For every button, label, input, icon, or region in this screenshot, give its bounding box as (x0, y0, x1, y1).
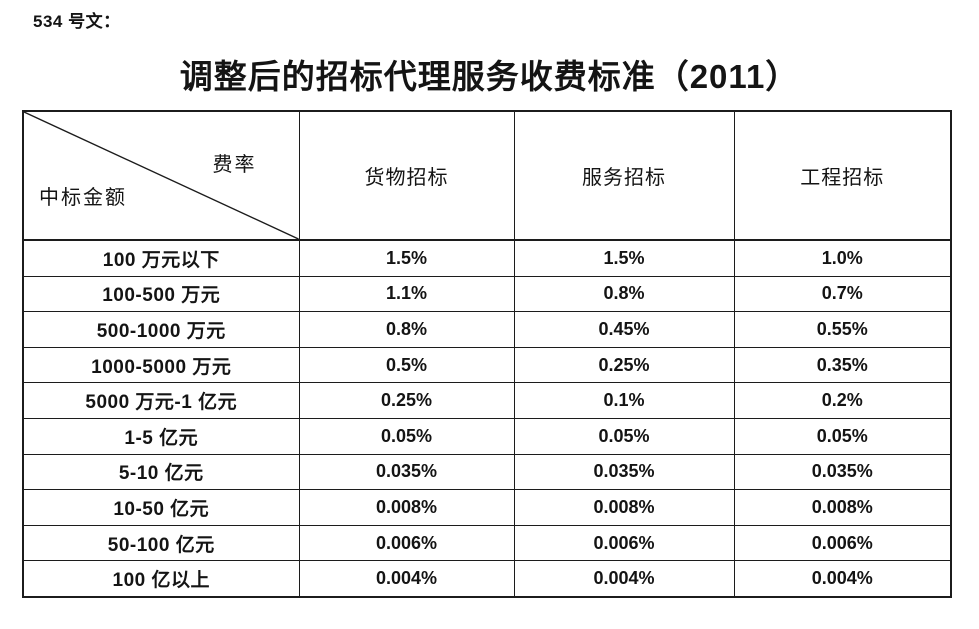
fee-value-cell: 0.5% (298, 346, 515, 384)
fee-value-cell: 0.2% (733, 382, 952, 419)
table-row: 100 万元以下 1.5% 1.5% 1.0% (22, 239, 952, 277)
fee-value-cell: 0.05% (513, 417, 735, 455)
table-row: 100 亿以上 0.004% 0.004% 0.004% (22, 560, 952, 598)
row-label-cell: 100 万元以下 (22, 239, 300, 277)
table-row: 1000-5000 万元 0.5% 0.25% 0.35% (22, 346, 952, 384)
fee-value-cell: 0.008% (298, 489, 515, 526)
row-label-cell: 100-500 万元 (22, 275, 300, 313)
fee-value-cell: 0.05% (298, 417, 515, 455)
fee-value-cell: 0.1% (513, 382, 735, 419)
table-row: 500-1000 万元 0.8% 0.45% 0.55% (22, 311, 952, 348)
fee-value-cell: 0.008% (733, 489, 952, 526)
row-label-cell: 5000 万元-1 亿元 (22, 382, 300, 419)
fee-value-cell: 0.7% (733, 275, 952, 313)
row-label-cell: 500-1000 万元 (22, 311, 300, 348)
row-label-cell: 1-5 亿元 (22, 417, 300, 455)
row-label-cell: 10-50 亿元 (22, 489, 300, 526)
fee-value-cell: 0.45% (513, 311, 735, 348)
page-title: 调整后的招标代理服务收费标准（2011） (179, 58, 800, 95)
fee-value-cell: 0.004% (733, 560, 952, 598)
fee-value-cell: 0.8% (513, 275, 735, 313)
table-header-row: 费率 中标金额 货物招标 服务招标 工程招标 (22, 110, 952, 241)
table-row: 50-100 亿元 0.006% 0.006% 0.006% (22, 524, 952, 562)
fee-value-cell: 0.55% (733, 311, 952, 348)
table-row: 5000 万元-1 亿元 0.25% 0.1% 0.2% (22, 382, 952, 419)
row-label-cell: 1000-5000 万元 (22, 346, 300, 384)
fee-value-cell: 1.0% (733, 239, 952, 277)
fee-value-cell: 0.35% (733, 346, 952, 384)
fee-value-cell: 0.035% (733, 453, 952, 491)
fee-value-cell: 0.004% (513, 560, 735, 598)
fee-value-cell: 0.006% (513, 524, 735, 562)
fee-value-cell: 1.5% (513, 239, 735, 277)
fee-value-cell: 0.25% (298, 382, 515, 419)
table-row: 5-10 亿元 0.035% 0.035% 0.035% (22, 453, 952, 491)
fee-value-cell: 1.1% (298, 275, 515, 313)
header-corner-cell: 费率 中标金额 (22, 110, 300, 241)
corner-amount-label: 中标金额 (39, 187, 127, 209)
fee-value-cell: 1.5% (298, 239, 515, 277)
table-row: 100-500 万元 1.1% 0.8% 0.7% (22, 275, 952, 313)
diagonal-divider (24, 112, 299, 239)
fee-value-cell: 0.035% (513, 453, 735, 491)
fee-value-cell: 0.8% (298, 311, 515, 348)
fee-value-cell: 0.05% (733, 417, 952, 455)
corner-rate-label: 费率 (212, 154, 257, 176)
fee-value-cell: 0.035% (298, 453, 515, 491)
row-label-cell: 100 亿以上 (22, 560, 300, 598)
column-header-engineering: 工程招标 (733, 110, 952, 241)
table-row: 1-5 亿元 0.05% 0.05% 0.05% (22, 417, 952, 455)
fee-value-cell: 0.25% (513, 346, 735, 384)
fee-value-cell: 0.004% (298, 560, 515, 598)
row-label-cell: 5-10 亿元 (22, 453, 300, 491)
row-label-cell: 50-100 亿元 (22, 524, 300, 562)
column-header-goods: 货物招标 (298, 110, 515, 241)
fee-value-cell: 0.006% (733, 524, 952, 562)
document-reference-label: 534 号文： (33, 12, 121, 31)
fee-value-cell: 0.006% (298, 524, 515, 562)
fee-value-cell: 0.008% (513, 489, 735, 526)
column-header-services: 服务招标 (513, 110, 735, 241)
table-row: 10-50 亿元 0.008% 0.008% 0.008% (22, 489, 952, 526)
fee-standard-table: 费率 中标金额 货物招标 服务招标 工程招标 100 万元以下 1.5% 1.5… (22, 110, 952, 598)
